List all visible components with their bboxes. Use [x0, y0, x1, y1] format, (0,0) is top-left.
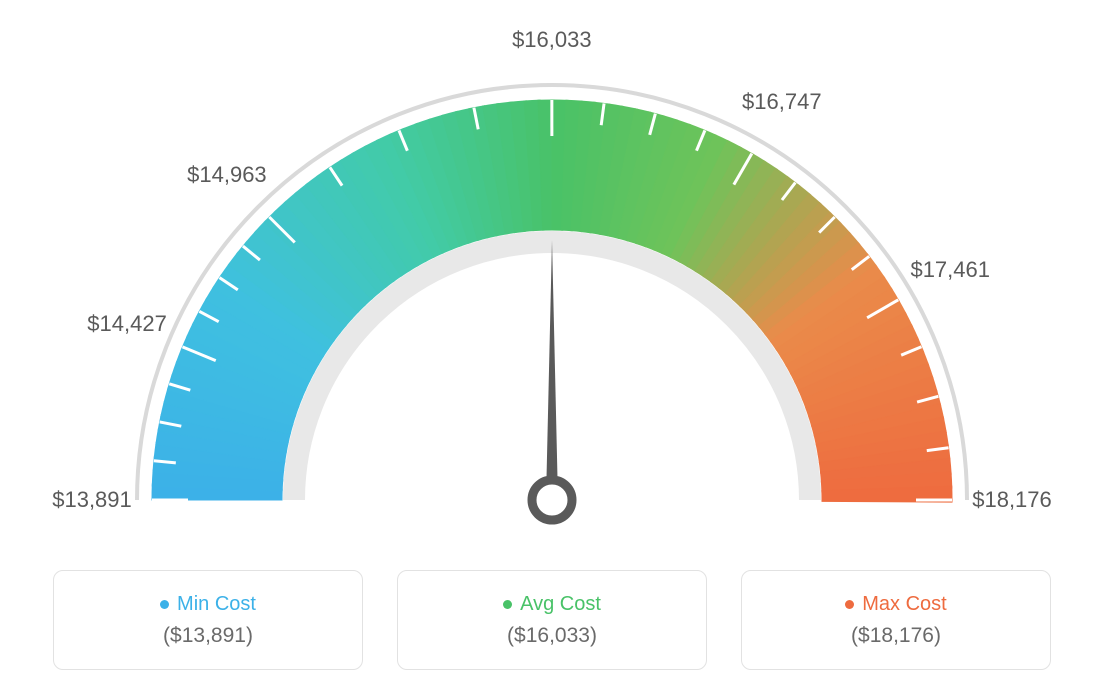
avg-cost-title: Avg Cost: [503, 593, 601, 616]
gauge-tick-label: $17,461: [910, 257, 990, 283]
max-cost-label: Max Cost: [862, 593, 946, 616]
max-cost-card: Max Cost ($18,176): [741, 570, 1051, 670]
gauge-tick-label: $14,963: [187, 162, 267, 188]
min-dot-icon: [160, 600, 169, 609]
gauge-chart: $13,891 $14,427 $14,963 $16,033 $16,747 $17,4…: [0, 0, 1104, 560]
gauge-tick-label: $16,747: [742, 89, 822, 115]
min-cost-value: ($13,891): [163, 624, 253, 648]
max-dot-icon: [845, 600, 854, 609]
avg-cost-card: Avg Cost ($16,033): [397, 570, 707, 670]
summary-cards: Min Cost ($13,891) Avg Cost ($16,033) Ma…: [0, 570, 1104, 670]
min-cost-title: Min Cost: [160, 593, 256, 616]
gauge-tick-label: $14,427: [87, 311, 167, 337]
gauge-tick-label: $18,176: [972, 487, 1052, 513]
max-cost-title: Max Cost: [845, 593, 946, 616]
gauge-tick-label: $13,891: [52, 487, 132, 513]
min-cost-card: Min Cost ($13,891): [53, 570, 363, 670]
gauge-tick-label: $16,033: [512, 27, 592, 53]
min-cost-label: Min Cost: [177, 593, 256, 616]
avg-cost-value: ($16,033): [507, 624, 597, 648]
avg-cost-label: Avg Cost: [520, 593, 601, 616]
avg-dot-icon: [503, 600, 512, 609]
max-cost-value: ($18,176): [851, 624, 941, 648]
